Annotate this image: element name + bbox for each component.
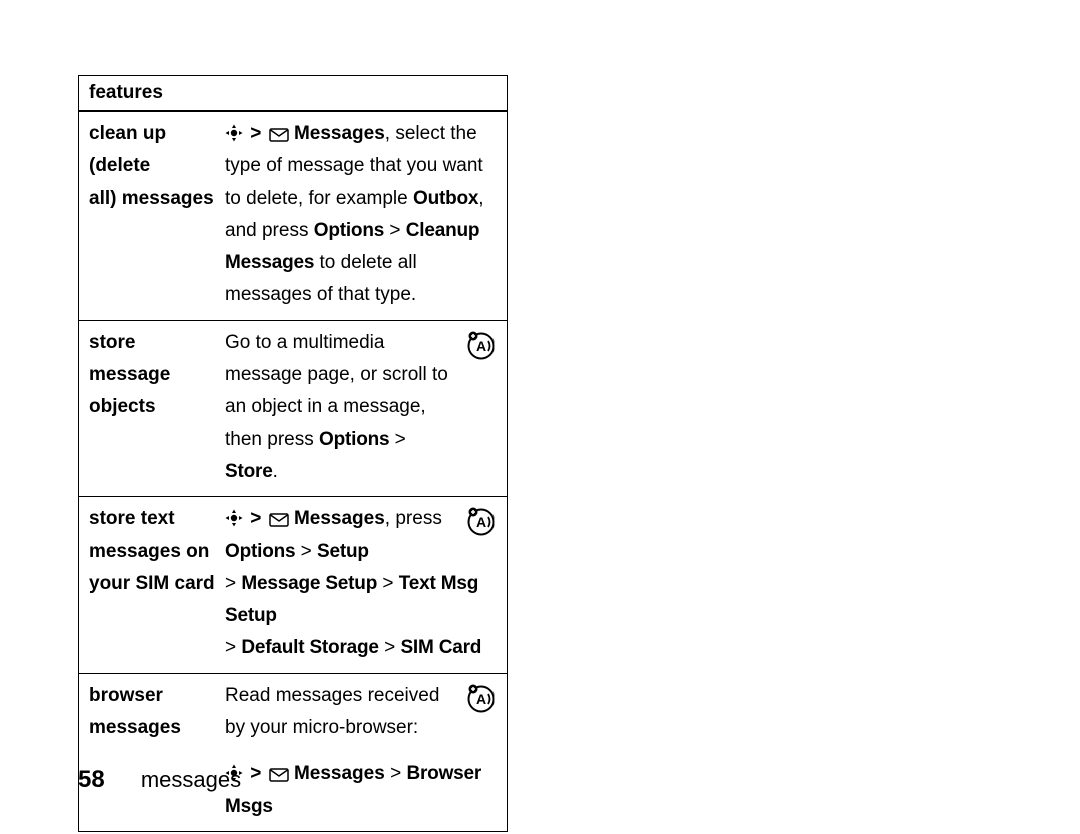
page-root: features clean up (deleteall) messages >… xyxy=(0,0,1080,834)
svg-text:): ) xyxy=(493,515,495,522)
feature-instructions: Go to a multimedia message page, or scro… xyxy=(225,327,497,488)
feature-name: clean up (deleteall) messages xyxy=(89,118,225,312)
svg-text:): ) xyxy=(493,522,495,529)
svg-text:A: A xyxy=(476,691,486,707)
table-row: clean up (deleteall) messages > Messages… xyxy=(79,112,507,321)
page-number: 58 xyxy=(78,766,135,793)
section-title: messages xyxy=(141,767,241,792)
svg-text:A: A xyxy=(476,514,486,530)
operator-badge-icon: A)) xyxy=(465,505,497,537)
feature-instructions: Read messages received by your micro-bro… xyxy=(225,680,497,823)
svg-text:): ) xyxy=(493,339,495,346)
messages-icon xyxy=(269,128,289,142)
nav-key-icon xyxy=(225,124,243,142)
feature-instructions: > Messages, select the type of message t… xyxy=(225,118,497,312)
table-row: store textmessages onyour SIM card > Mes… xyxy=(79,497,507,673)
operator-badge-icon: A)) xyxy=(465,329,497,361)
table-header-label: features xyxy=(89,82,163,103)
feature-name: store messageobjects xyxy=(89,327,225,488)
table-row: store messageobjectsGo to a multimedia m… xyxy=(79,321,507,497)
table-body: clean up (deleteall) messages > Messages… xyxy=(79,112,507,831)
table-row: browsermessagesRead messages received by… xyxy=(79,674,507,831)
nav-key-icon xyxy=(225,509,243,527)
table-header-row: features xyxy=(79,76,507,112)
svg-text:): ) xyxy=(493,699,495,706)
messages-icon xyxy=(269,768,289,782)
feature-instructions: > Messages, pressOptions > Setup> Messag… xyxy=(225,503,497,664)
operator-badge-icon: A)) xyxy=(465,682,497,714)
svg-text:): ) xyxy=(493,346,495,353)
svg-text:A: A xyxy=(476,338,486,354)
features-table: features clean up (deleteall) messages >… xyxy=(78,75,508,832)
feature-name: store textmessages onyour SIM card xyxy=(89,503,225,664)
svg-text:): ) xyxy=(493,692,495,699)
page-footer: 58 messages xyxy=(78,766,241,794)
feature-name: browsermessages xyxy=(89,680,225,823)
messages-icon xyxy=(269,513,289,527)
